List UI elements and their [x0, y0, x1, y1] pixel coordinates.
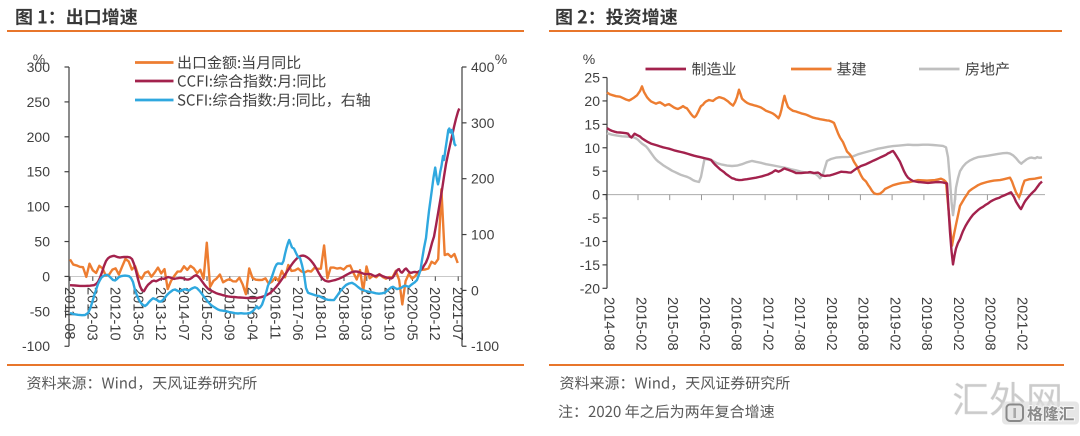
- svg-text:-50: -50: [30, 303, 50, 319]
- svg-text:2021-02: 2021-02: [1014, 297, 1030, 351]
- svg-text:2017-06: 2017-06: [289, 287, 305, 341]
- svg-text:200: 200: [27, 129, 51, 145]
- svg-text:25: 25: [584, 70, 600, 86]
- svg-text:0: 0: [592, 187, 600, 203]
- svg-text:-20: -20: [580, 280, 600, 296]
- svg-text:5: 5: [592, 163, 600, 179]
- svg-text:400: 400: [471, 59, 495, 75]
- svg-text:2016-04: 2016-04: [244, 287, 260, 341]
- svg-text:2015-02: 2015-02: [198, 287, 214, 341]
- svg-text:2019-03: 2019-03: [358, 287, 374, 341]
- svg-text:2018-08: 2018-08: [335, 287, 351, 341]
- svg-text:100: 100: [471, 227, 495, 243]
- svg-text:2013-05: 2013-05: [129, 287, 145, 341]
- svg-text:%: %: [495, 51, 507, 67]
- svg-text:-15: -15: [580, 257, 600, 273]
- svg-text:2015-02: 2015-02: [632, 297, 648, 351]
- svg-text:%: %: [583, 51, 595, 67]
- svg-text:2021-07: 2021-07: [449, 287, 465, 341]
- svg-text:2017-02: 2017-02: [759, 297, 775, 351]
- svg-text:2020-05: 2020-05: [403, 287, 419, 341]
- svg-text:20: 20: [584, 93, 600, 109]
- svg-text:2017-08: 2017-08: [791, 297, 807, 351]
- svg-text:100: 100: [27, 199, 51, 215]
- svg-text:2016-08: 2016-08: [728, 297, 744, 351]
- svg-text:15: 15: [584, 116, 600, 132]
- svg-text:10: 10: [584, 140, 600, 156]
- svg-text:2012-10: 2012-10: [107, 287, 123, 341]
- svg-text:300: 300: [27, 59, 51, 75]
- svg-text:150: 150: [27, 164, 51, 180]
- svg-text:2018-01: 2018-01: [312, 287, 328, 341]
- svg-text:2019-02: 2019-02: [886, 297, 902, 351]
- svg-text:-100: -100: [471, 338, 499, 354]
- svg-text:2011-08: 2011-08: [61, 287, 77, 339]
- svg-text:2019-08: 2019-08: [918, 297, 934, 351]
- svg-text:250: 250: [27, 94, 51, 110]
- svg-text:2015-08: 2015-08: [664, 297, 680, 351]
- svg-text:50: 50: [34, 234, 50, 250]
- svg-text:%: %: [33, 51, 45, 67]
- svg-text:2018-02: 2018-02: [823, 297, 839, 351]
- svg-text:200: 200: [471, 171, 495, 187]
- svg-text:0: 0: [42, 268, 50, 284]
- svg-text:2020-12: 2020-12: [426, 287, 442, 341]
- svg-text:2019-10: 2019-10: [381, 287, 397, 341]
- svg-text:2016-11: 2016-11: [266, 287, 282, 339]
- svg-text:2014-07: 2014-07: [175, 287, 191, 341]
- svg-text:2012-03: 2012-03: [84, 287, 100, 341]
- svg-text:300: 300: [471, 115, 495, 131]
- svg-text:2020-02: 2020-02: [950, 297, 966, 351]
- svg-text:-10: -10: [580, 234, 600, 250]
- svg-text:2020-08: 2020-08: [982, 297, 998, 351]
- svg-text:2014-08: 2014-08: [601, 297, 617, 351]
- svg-text:-100: -100: [22, 338, 50, 354]
- svg-text:2015-09: 2015-09: [221, 287, 237, 341]
- svg-text:2016-02: 2016-02: [696, 297, 712, 351]
- svg-text:-5: -5: [588, 210, 601, 226]
- svg-text:2018-08: 2018-08: [855, 297, 871, 351]
- svg-text:0: 0: [471, 282, 479, 298]
